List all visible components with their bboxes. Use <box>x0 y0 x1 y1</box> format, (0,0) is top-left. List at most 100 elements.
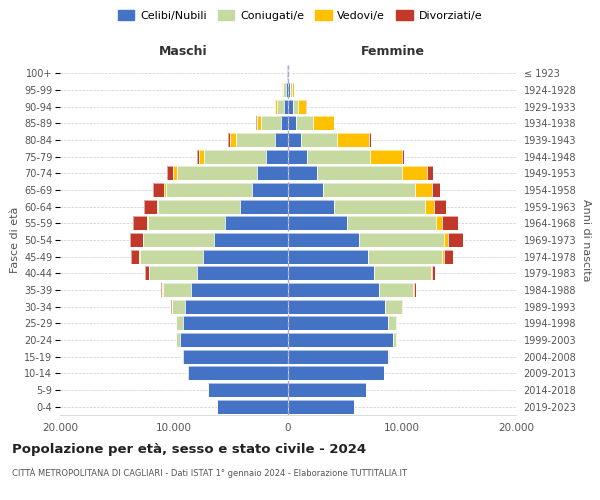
Bar <box>257 166 288 180</box>
Bar <box>393 333 397 347</box>
Bar <box>431 183 440 197</box>
Bar <box>284 100 288 114</box>
Bar <box>317 166 402 180</box>
Bar <box>388 350 389 364</box>
Bar <box>388 316 397 330</box>
Bar <box>288 183 323 197</box>
Bar <box>217 400 288 414</box>
Bar <box>203 150 266 164</box>
Bar <box>444 233 448 247</box>
Bar <box>133 216 147 230</box>
Bar <box>288 183 323 197</box>
Bar <box>436 216 442 230</box>
Bar <box>334 200 425 214</box>
Bar <box>288 266 373 280</box>
Bar <box>288 383 365 397</box>
Bar <box>347 216 436 230</box>
Bar <box>148 216 226 230</box>
Bar <box>385 300 402 314</box>
Bar <box>214 233 288 247</box>
Bar <box>191 283 288 297</box>
Bar <box>172 300 185 314</box>
Bar <box>288 133 301 147</box>
Bar <box>414 283 416 297</box>
Bar <box>178 166 257 180</box>
Bar <box>288 83 290 97</box>
Bar <box>183 350 288 364</box>
Bar <box>290 83 292 97</box>
Bar <box>197 150 199 164</box>
Text: Maschi: Maschi <box>159 45 208 58</box>
Bar <box>167 166 173 180</box>
Bar <box>164 183 166 197</box>
Bar <box>288 216 347 230</box>
Bar <box>288 133 301 147</box>
Text: Popolazione per età, sesso e stato civile - 2024: Popolazione per età, sesso e stato civil… <box>12 442 366 456</box>
Bar <box>131 250 139 264</box>
Bar <box>393 333 397 347</box>
Bar <box>359 233 444 247</box>
Bar <box>298 100 306 114</box>
Bar <box>167 166 173 180</box>
Bar <box>288 166 317 180</box>
Bar <box>143 233 214 247</box>
Bar <box>288 66 289 80</box>
Bar <box>288 100 293 114</box>
Bar <box>176 333 180 347</box>
Bar <box>214 233 288 247</box>
Bar <box>161 283 163 297</box>
Bar <box>283 83 286 97</box>
Bar <box>288 366 384 380</box>
Bar <box>217 400 288 414</box>
Bar <box>288 150 307 164</box>
Bar <box>154 183 164 197</box>
Bar <box>197 150 199 164</box>
Bar <box>337 133 369 147</box>
Bar <box>275 100 277 114</box>
Bar <box>161 283 163 297</box>
Bar <box>313 116 334 130</box>
Bar <box>288 83 290 97</box>
Bar <box>431 266 435 280</box>
Bar <box>415 183 431 197</box>
Bar <box>288 250 368 264</box>
Bar <box>298 100 306 114</box>
Bar <box>145 200 157 214</box>
Bar <box>388 350 389 364</box>
Bar <box>173 166 178 180</box>
Bar <box>313 116 334 130</box>
Bar <box>203 250 288 264</box>
Bar <box>266 150 288 164</box>
Bar <box>158 200 240 214</box>
Bar <box>334 200 425 214</box>
Bar <box>288 116 296 130</box>
Bar <box>286 83 288 97</box>
Bar <box>415 183 431 197</box>
Bar <box>149 266 197 280</box>
Bar <box>180 333 288 347</box>
Bar <box>163 283 191 297</box>
Bar <box>292 83 294 97</box>
Bar <box>277 100 284 114</box>
Bar <box>385 300 402 314</box>
Bar <box>228 133 230 147</box>
Bar <box>257 166 288 180</box>
Bar <box>288 266 373 280</box>
Bar <box>226 216 288 230</box>
Bar <box>402 150 404 164</box>
Bar <box>288 300 385 314</box>
Bar <box>373 266 431 280</box>
Bar <box>425 200 434 214</box>
Bar <box>288 366 384 380</box>
Bar <box>448 233 463 247</box>
Bar <box>368 250 442 264</box>
Bar <box>240 200 288 214</box>
Bar <box>301 133 337 147</box>
Bar <box>163 283 191 297</box>
Text: CITTÀ METROPOLITANA DI CAGLIARI - Dati ISTAT 1° gennaio 2024 - Elaborazione TUTT: CITTÀ METROPOLITANA DI CAGLIARI - Dati I… <box>12 468 407 478</box>
Bar <box>287 66 288 80</box>
Bar <box>359 233 444 247</box>
Bar <box>208 383 288 397</box>
Bar <box>166 183 251 197</box>
Bar <box>230 133 236 147</box>
